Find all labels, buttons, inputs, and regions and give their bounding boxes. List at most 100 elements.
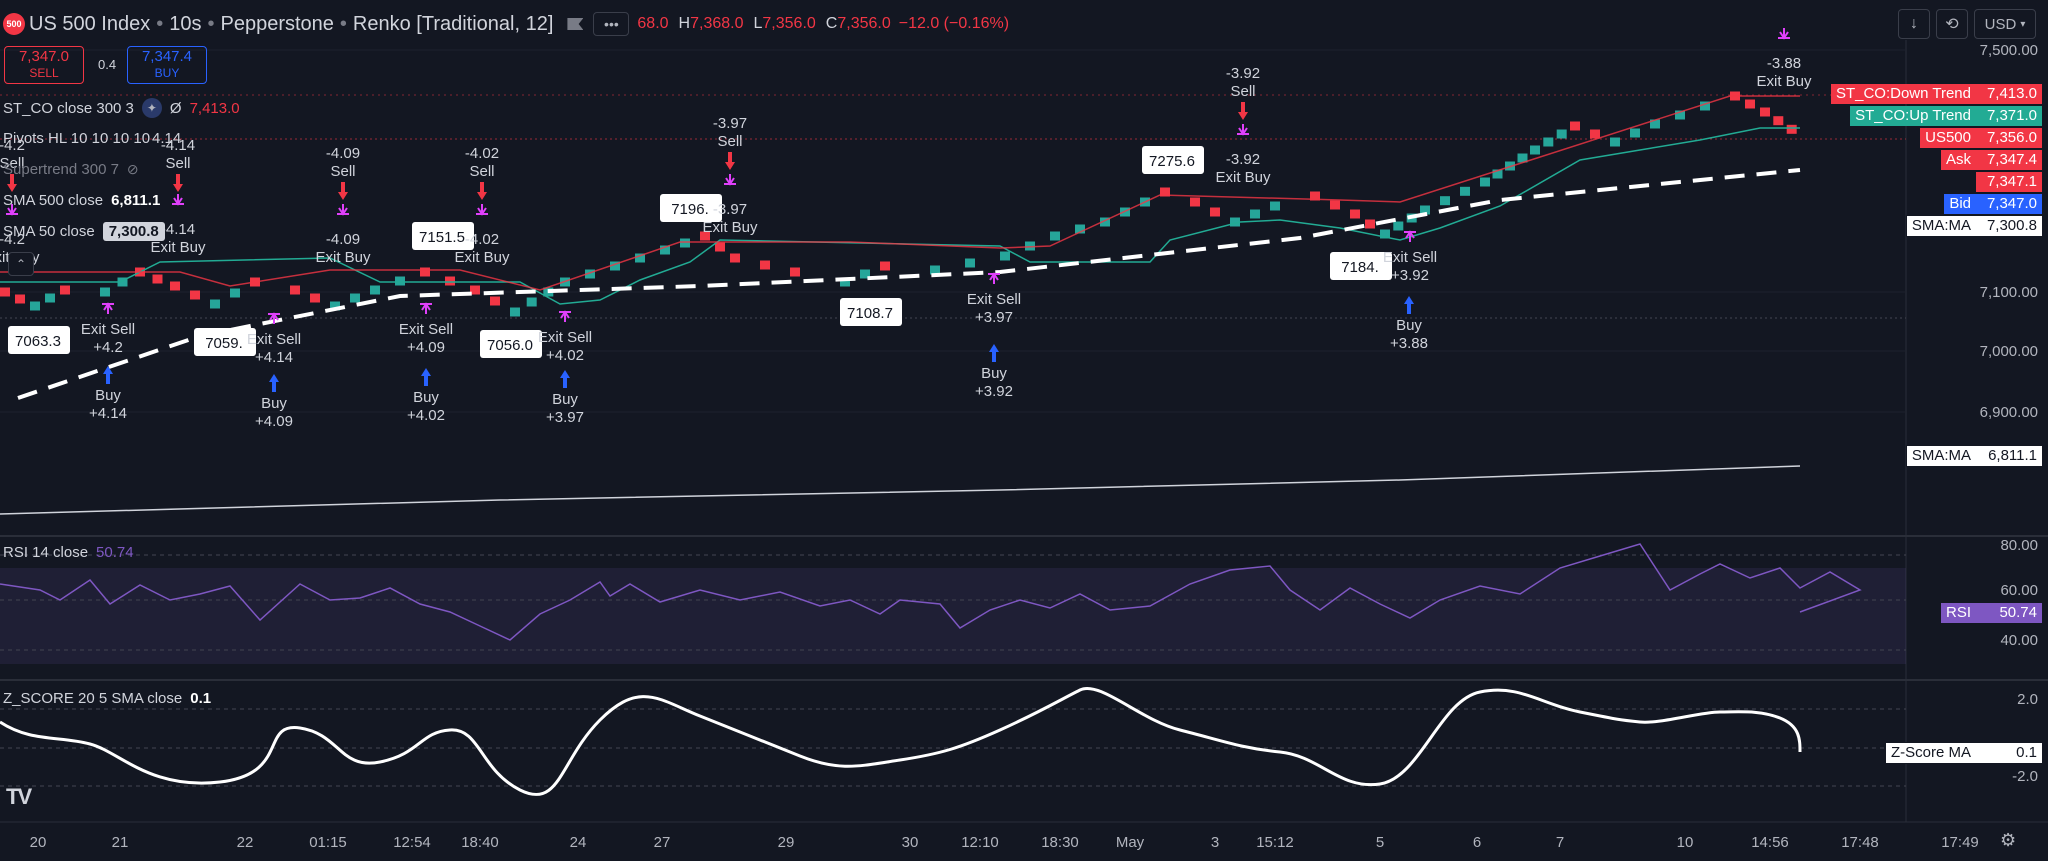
renko-brick xyxy=(152,274,163,284)
sma500-legend[interactable]: SMA 500 close 6,811.1 xyxy=(3,192,160,209)
arrow-down-icon xyxy=(173,174,183,192)
time-tick: 30 xyxy=(902,834,919,851)
st-co-settings-icon[interactable]: ✦ xyxy=(141,98,162,118)
price-label-name: US500 xyxy=(1920,128,1976,148)
signal-value: Sell xyxy=(330,163,355,180)
exit-sell-marker-icon xyxy=(1404,230,1416,242)
time-tick: 14:56 xyxy=(1751,834,1789,851)
renko-brick xyxy=(1230,217,1240,227)
exit-sell-marker-icon xyxy=(988,272,1000,284)
price-label-value: 7,356.0 xyxy=(1976,128,2042,148)
price-tick: 7,500.00 xyxy=(1980,42,2038,59)
flag-icon[interactable] xyxy=(567,18,584,30)
signal-value: Exit Buy xyxy=(315,249,371,266)
arrow-up-icon xyxy=(421,368,431,386)
symbol-logo-icon[interactable]: 500 xyxy=(3,13,25,35)
signal-label: Exit Sell xyxy=(538,329,592,346)
renko-brick xyxy=(1570,121,1580,131)
signal-value: +4.14 xyxy=(255,349,293,366)
renko-brick xyxy=(730,253,740,263)
price-label-name: Bid xyxy=(1944,194,1976,214)
ohlc-low: 7,356.0 xyxy=(762,15,816,32)
st-co-legend[interactable]: ST_CO close 300 3 ✦ Ø 7,413.0 xyxy=(3,98,240,118)
chevron-up-icon[interactable]: ⌃ xyxy=(8,252,34,276)
sma500-value: 6,811.1 xyxy=(111,192,161,209)
renko-brick xyxy=(60,285,70,295)
zscore-legend[interactable]: Z_SCORE 20 5 SMA close 0.1 xyxy=(3,690,211,707)
arrow-down-icon xyxy=(477,182,487,200)
signal-value: Sell xyxy=(0,155,25,172)
ohlc-close: 7,356.0 xyxy=(837,15,891,32)
supertrend-legend[interactable]: Supertrend 300 7 ⊘ xyxy=(3,161,139,178)
arrow-down-icon xyxy=(1238,102,1248,120)
renko-brick xyxy=(1480,177,1490,187)
download-icon[interactable]: ↓ xyxy=(1898,9,1930,39)
signal-label: -3.97 xyxy=(713,115,747,132)
price-label-sma-ma: SMA:MA 7,300.8 xyxy=(1905,215,2042,237)
time-tick: 12:10 xyxy=(961,834,999,851)
renko-brick xyxy=(210,299,220,309)
time-tick: 01:15 xyxy=(309,834,347,851)
pivot-label-box xyxy=(480,330,542,358)
signal-value: +3.97 xyxy=(546,409,584,426)
symbol-name[interactable]: US 500 Index xyxy=(29,12,151,35)
signal-label: Buy xyxy=(552,391,578,408)
renko-brick xyxy=(30,301,40,311)
rsi-legend[interactable]: RSI 14 close 50.74 xyxy=(3,544,134,561)
renko-brick xyxy=(1160,187,1170,197)
chart-type[interactable]: Renko [Traditional, 12] xyxy=(352,12,554,35)
tradingview-logo-icon[interactable]: TV xyxy=(6,784,32,809)
pivot-label-text: 7275.6 xyxy=(1149,153,1195,170)
renko-brick xyxy=(1420,205,1430,215)
arrow-down-icon xyxy=(7,174,17,192)
sma50-legend[interactable]: SMA 50 close 7,300.8 xyxy=(3,222,165,241)
zscore-label: Z_SCORE 20 5 SMA close xyxy=(3,690,183,707)
time-tick: 7 xyxy=(1556,834,1564,851)
arrow-up-icon xyxy=(989,344,999,362)
renko-brick xyxy=(445,276,455,286)
sell-button[interactable]: 7,347.0 SELL xyxy=(4,46,84,84)
time-tick: 3 xyxy=(1211,834,1219,851)
fullscreen-icon[interactable]: ⟲ xyxy=(1936,9,1968,39)
renko-brick xyxy=(1210,207,1220,217)
price-label-ask: Ask 7,347.4 xyxy=(1940,150,2042,170)
pivots-legend[interactable]: Pivots HL 10 10 10 10 4.14 xyxy=(3,130,181,147)
exit-sell-signal: Exit Sell+4.14 xyxy=(247,312,301,366)
more-icon[interactable]: ••• xyxy=(593,12,630,36)
renko-brick xyxy=(526,297,537,307)
exit-buy-marker-icon xyxy=(6,204,18,216)
currency-select[interactable]: USD ▾ xyxy=(1974,9,2036,39)
supertrend-up-line xyxy=(0,127,1800,305)
exit-sell-marker-icon xyxy=(268,312,280,324)
eye-off-icon[interactable]: ⊘ xyxy=(126,161,139,177)
arrow-up-icon xyxy=(103,366,113,384)
zscore-value: 0.1 xyxy=(190,690,212,707)
exit-buy-marker-icon xyxy=(172,194,184,206)
renko-brick xyxy=(1745,99,1755,109)
sma500-line xyxy=(0,465,1801,515)
interval[interactable]: 10s xyxy=(169,12,202,35)
renko-brick xyxy=(1330,200,1340,210)
signal-label: Buy xyxy=(413,389,439,406)
signal-label: -4.02 xyxy=(465,231,499,248)
price-label-name: Z-Score MA xyxy=(1884,742,1976,764)
broker: Pepperstone xyxy=(220,12,334,35)
signal-label: Exit Sell xyxy=(1383,249,1437,266)
renko-brick xyxy=(1530,145,1540,155)
gear-icon[interactable]: ⚙ xyxy=(2000,830,2017,850)
signal-label: -4.14 xyxy=(161,137,195,154)
rsi-label: RSI 14 close xyxy=(3,544,89,561)
price-axis: 7,500.00 7,100.00 7,000.00 6,900.00 80.00 60.… xyxy=(1980,42,2038,785)
exit-sell-signal: Exit Sell+4.02 xyxy=(538,310,592,364)
buy-signal: Buy+4.09 xyxy=(255,374,293,430)
signal-label: -3.92 xyxy=(1226,65,1260,82)
buy-signal: Buy+3.92 xyxy=(975,344,1013,400)
buy-button[interactable]: 7,347.4 BUY xyxy=(127,46,207,84)
renko-brick xyxy=(1773,116,1784,126)
ohlc-h-label: H xyxy=(678,15,691,32)
renko-brick xyxy=(840,277,850,287)
price-label-value: 7,371.0 xyxy=(1976,106,2042,126)
